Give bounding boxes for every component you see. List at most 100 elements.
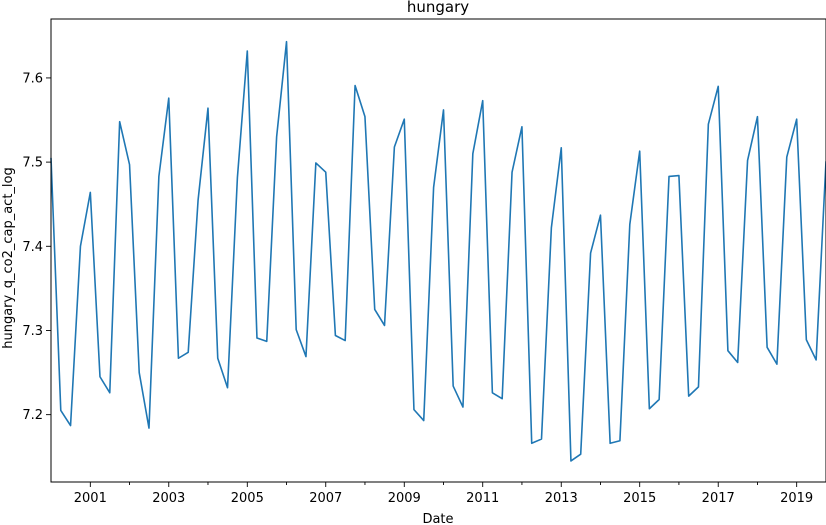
y-tick-label: 7.5 xyxy=(22,156,43,171)
data-point xyxy=(678,174,680,176)
data-point xyxy=(619,440,621,442)
data-point xyxy=(482,99,484,101)
x-axis-title: Date xyxy=(422,512,453,525)
data-point xyxy=(423,419,425,421)
data-point xyxy=(452,385,454,387)
x-tick-label: 2015 xyxy=(623,491,656,506)
data-point xyxy=(374,308,376,310)
data-point xyxy=(531,442,533,444)
data-point xyxy=(334,334,336,336)
chart-title: hungary xyxy=(407,0,469,16)
data-point xyxy=(177,357,179,359)
data-point xyxy=(540,438,542,440)
data-point xyxy=(501,397,503,399)
data-point xyxy=(69,424,71,426)
data-point xyxy=(599,214,601,216)
data-point xyxy=(511,171,513,173)
plot-area xyxy=(50,40,826,462)
data-point xyxy=(236,176,238,178)
data-point xyxy=(697,386,699,388)
data-point xyxy=(393,146,395,148)
data-point xyxy=(707,123,709,125)
data-point xyxy=(60,409,62,411)
data-point xyxy=(99,376,101,378)
data-point xyxy=(432,186,434,188)
x-tick-label: 2017 xyxy=(702,491,735,506)
data-point xyxy=(344,339,346,341)
data-point xyxy=(687,395,689,397)
data-point xyxy=(472,152,474,154)
data-point xyxy=(776,363,778,365)
data-point xyxy=(727,349,729,351)
data-point xyxy=(256,337,258,339)
data-point xyxy=(717,85,719,87)
data-point xyxy=(413,408,415,410)
y-axis: 7.2 7.3 7.4 7.5 7.6 xyxy=(22,71,51,423)
data-point xyxy=(128,163,130,165)
data-point xyxy=(403,118,405,120)
data-point xyxy=(207,107,209,109)
data-point xyxy=(638,150,640,152)
data-point xyxy=(815,359,817,361)
data-point xyxy=(491,392,493,394)
data-point xyxy=(187,351,189,353)
data-point xyxy=(226,387,228,389)
data-point xyxy=(442,109,444,111)
y-tick-label: 7.3 xyxy=(22,324,43,339)
data-point xyxy=(354,84,356,86)
data-point xyxy=(795,118,797,120)
x-tick-label: 2011 xyxy=(466,491,499,506)
x-tick-label: 2009 xyxy=(388,491,421,506)
data-point xyxy=(89,191,91,193)
data-point xyxy=(736,361,738,363)
y-tick-label: 7.4 xyxy=(22,240,43,255)
data-point xyxy=(756,115,758,117)
data-point xyxy=(246,50,248,52)
y-tick-label: 7.6 xyxy=(22,71,43,86)
data-point xyxy=(118,121,120,123)
data-point xyxy=(148,427,150,429)
data-point xyxy=(285,41,287,43)
data-point xyxy=(521,126,523,128)
data-point xyxy=(609,442,611,444)
data-point xyxy=(648,408,650,410)
series-line xyxy=(50,40,826,462)
x-tick-label: 2003 xyxy=(152,491,185,506)
data-point xyxy=(766,346,768,348)
data-point xyxy=(315,162,317,164)
data-point xyxy=(138,371,140,373)
data-point xyxy=(109,392,111,394)
data-point xyxy=(295,328,297,330)
x-tick-label: 2001 xyxy=(74,491,107,506)
data-point xyxy=(275,136,277,138)
data-point xyxy=(786,156,788,158)
data-point xyxy=(629,223,631,225)
data-point xyxy=(658,398,660,400)
data-point xyxy=(746,159,748,161)
data-point xyxy=(168,97,170,99)
x-axis: 2001 2003 2005 2007 2009 2011 2013 2015 2017 2019 xyxy=(74,482,813,506)
data-point xyxy=(589,252,591,254)
data-point xyxy=(305,355,307,357)
data-point xyxy=(550,227,552,229)
data-point xyxy=(266,340,268,342)
data-point xyxy=(79,245,81,247)
x-tick-label: 2019 xyxy=(780,491,813,506)
data-point xyxy=(325,171,327,173)
data-point xyxy=(805,339,807,341)
data-point xyxy=(383,324,385,326)
data-point xyxy=(560,147,562,149)
x-tick-label: 2007 xyxy=(309,491,342,506)
data-point xyxy=(580,453,582,455)
x-tick-label: 2013 xyxy=(545,491,578,506)
x-tick-label: 2005 xyxy=(231,491,264,506)
data-point xyxy=(158,175,160,177)
data-point xyxy=(217,357,219,359)
y-axis-title: hungary_q_co2_cap_act_log xyxy=(1,167,16,349)
y-tick-label: 7.2 xyxy=(22,408,43,423)
data-point xyxy=(570,460,572,462)
data-point xyxy=(364,115,366,117)
data-point xyxy=(197,199,199,201)
axes-frame xyxy=(50,18,826,483)
